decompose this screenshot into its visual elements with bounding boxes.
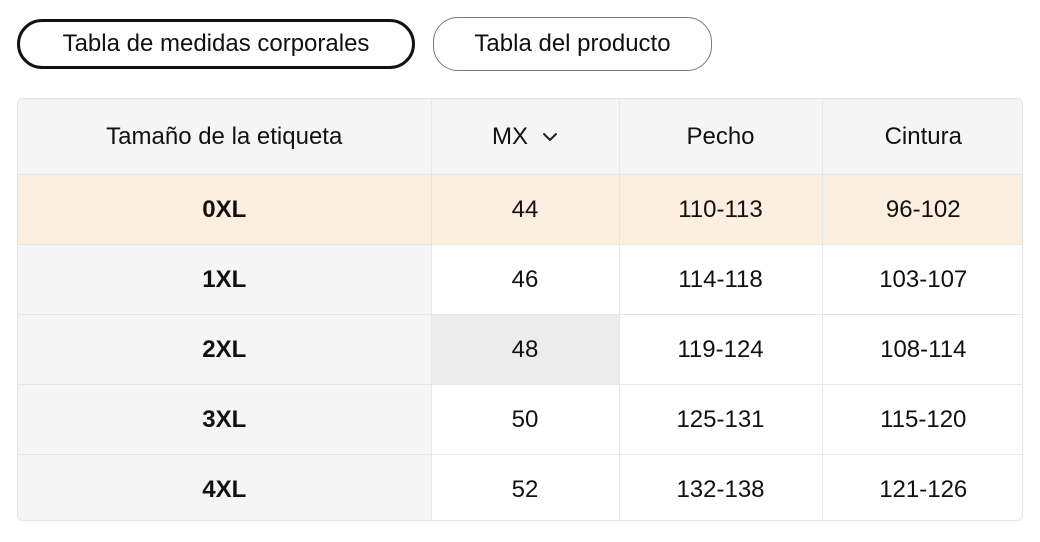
tab-product-measurements[interactable]: Tabla del producto: [433, 17, 712, 71]
waist-cell: 108-114: [822, 314, 1022, 385]
tab-body-measurements[interactable]: Tabla de medidas corporales: [17, 19, 415, 69]
waist-cell: 103-107: [822, 244, 1022, 315]
mx-cell: 50: [431, 384, 620, 455]
chest-cell: 114-118: [619, 244, 823, 315]
waist-cell: 115-120: [822, 384, 1022, 455]
size-table-container: Tamaño de la etiqueta MX Pecho Cintura 0…: [17, 98, 1023, 521]
chest-cell: 125-131: [619, 384, 823, 455]
size-cell: 1XL: [18, 244, 432, 315]
mx-cell: 46: [431, 244, 620, 315]
size-cell: 3XL: [18, 384, 432, 455]
table-row[interactable]: 2XL 48 119-124 108-114: [18, 314, 1022, 385]
region-select[interactable]: MX: [492, 123, 558, 151]
header-waist: Cintura: [822, 99, 1022, 175]
chest-cell: 110-113: [619, 174, 823, 245]
table-row[interactable]: 3XL 50 125-131 115-120: [18, 384, 1022, 455]
size-table: Tamaño de la etiqueta MX Pecho Cintura 0…: [18, 99, 1022, 520]
mx-cell: 44: [431, 174, 620, 245]
table-header-row: Tamaño de la etiqueta MX Pecho Cintura: [18, 99, 1022, 175]
size-cell: 4XL: [18, 454, 432, 520]
waist-cell: 96-102: [822, 174, 1022, 245]
table-row[interactable]: 1XL 46 114-118 103-107: [18, 244, 1022, 315]
table-row[interactable]: 4XL 52 132-138 121-126: [18, 454, 1022, 520]
table-row[interactable]: 0XL 44 110-113 96-102: [18, 174, 1022, 245]
waist-cell: 121-126: [879, 475, 968, 503]
chevron-down-icon: [543, 132, 557, 141]
header-region: MX: [431, 99, 620, 175]
size-cell: 0XL: [18, 174, 432, 245]
size-chart-tabs: Tabla de medidas corporales Tabla del pr…: [17, 17, 712, 71]
chest-cell: 119-124: [619, 314, 823, 385]
chest-cell: 132-138: [619, 454, 823, 520]
region-select-label: MX: [492, 122, 528, 150]
mx-cell: 52: [431, 454, 620, 520]
mx-cell: 48: [431, 314, 620, 385]
size-cell: 2XL: [18, 314, 432, 385]
header-size: Tamaño de la etiqueta: [18, 99, 432, 175]
header-chest: Pecho: [619, 99, 823, 175]
